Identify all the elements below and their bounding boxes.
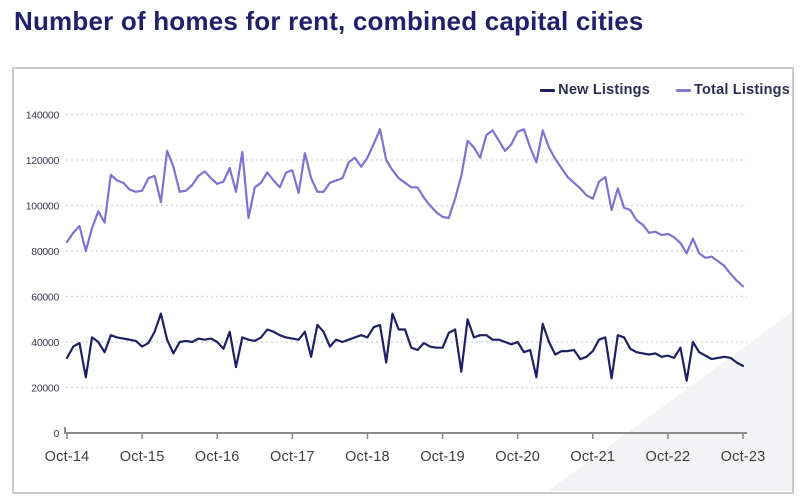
line-marker-icon: [676, 88, 692, 92]
y-tick-label: 80000: [31, 246, 59, 258]
y-tick-label: 60000: [31, 291, 59, 303]
y-tick-label: 40000: [31, 337, 59, 349]
x-tick-label: Oct-17: [270, 449, 315, 465]
x-tick-label: Oct-14: [45, 449, 90, 465]
x-axis: [64, 427, 747, 439]
watermark-wedge: [548, 312, 792, 491]
x-tick-label: Oct-20: [495, 449, 540, 465]
x-tick-label: Oct-21: [570, 449, 615, 465]
y-tick-label: 100000: [26, 200, 60, 212]
x-tick-label: Oct-22: [646, 449, 691, 465]
legend-label: New Listings: [558, 82, 651, 98]
x-tick-labels: Oct-14 Oct-15 Oct-16 Oct-17 Oct-18 Oct-19 Oct-…: [45, 449, 766, 465]
series-line-total-listings: [65, 128, 745, 288]
y-tick-label: 20000: [31, 382, 59, 394]
legend-label: Total Listings: [694, 82, 790, 98]
x-tick-label: Oct-15: [120, 449, 165, 465]
legend: New Listings Total Listings: [540, 82, 790, 98]
legend-item-total-listings: Total Listings: [676, 82, 790, 98]
x-tick-label: Oct-19: [420, 449, 465, 465]
y-tick-label: 120000: [26, 155, 60, 167]
x-tick-label: Oct-18: [345, 449, 390, 465]
y-tick-label: 0: [53, 428, 59, 440]
x-tick-label: Oct-23: [721, 449, 766, 465]
x-tick-label: Oct-16: [195, 449, 240, 465]
chart-title: Number of homes for rent, combined capit…: [14, 6, 644, 36]
y-tick-label: 140000: [26, 109, 60, 121]
line-marker-icon: [540, 88, 556, 92]
gridlines: [66, 113, 747, 389]
y-tick-labels: 0 20000 40000 60000 80000 100000 120000 140000: [26, 109, 60, 440]
series-line-new-listings: [65, 312, 745, 382]
legend-item-new-listings: New Listings: [540, 82, 650, 98]
